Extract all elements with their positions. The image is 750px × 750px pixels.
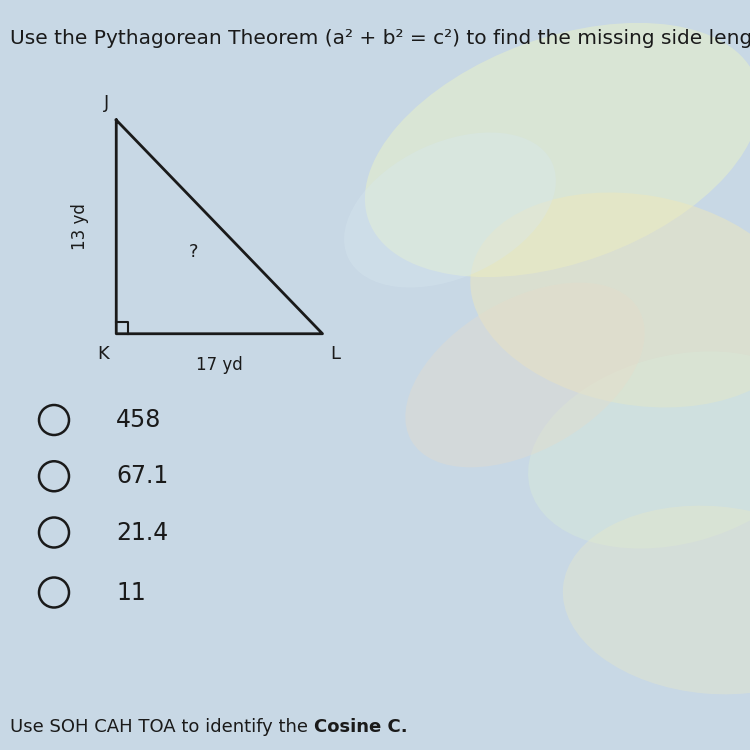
- Text: 67.1: 67.1: [116, 464, 169, 488]
- Text: Use the Pythagorean Theorem (a² + b² = c²) to find the missing side length.: Use the Pythagorean Theorem (a² + b² = c…: [10, 28, 750, 47]
- Ellipse shape: [562, 506, 750, 694]
- Text: Use SOH CAH TOA to identify the: Use SOH CAH TOA to identify the: [10, 718, 314, 736]
- Text: 458: 458: [116, 408, 162, 432]
- Ellipse shape: [470, 193, 750, 407]
- Ellipse shape: [344, 133, 556, 287]
- Text: 17 yd: 17 yd: [196, 356, 243, 374]
- Ellipse shape: [405, 283, 645, 467]
- Ellipse shape: [528, 352, 750, 548]
- Text: 13 yd: 13 yd: [71, 203, 89, 250]
- Text: J: J: [104, 94, 109, 112]
- Text: 11: 11: [116, 580, 146, 604]
- Text: ?: ?: [189, 243, 198, 261]
- Text: K: K: [97, 345, 109, 363]
- Text: L: L: [330, 345, 340, 363]
- Text: 21.4: 21.4: [116, 520, 169, 544]
- Text: Cosine C.: Cosine C.: [314, 718, 407, 736]
- Ellipse shape: [365, 23, 750, 277]
